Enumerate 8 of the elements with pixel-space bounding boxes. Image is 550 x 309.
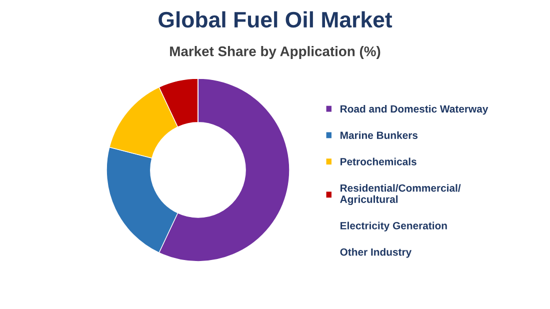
category-label: Other Industry bbox=[340, 248, 412, 258]
chart-title: Global Fuel Oil Market bbox=[158, 11, 392, 28]
legend-label: Residential/Commercial/ Agricultural bbox=[340, 184, 461, 206]
legend-label: Road and Domestic Waterway bbox=[340, 104, 488, 115]
chart-subtitle: Market Share by Application (%) bbox=[170, 46, 380, 60]
legend-label: Petrochemicals bbox=[340, 158, 416, 166]
category-label: Electricity Generation bbox=[340, 222, 447, 232]
legend-label: Marine Bunkers bbox=[340, 131, 418, 139]
